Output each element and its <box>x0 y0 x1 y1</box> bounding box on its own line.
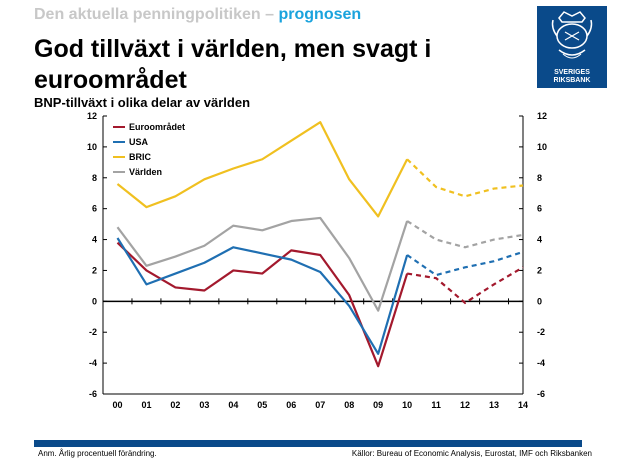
y-tick-label-right: 8 <box>537 173 542 183</box>
x-tick-label: 01 <box>141 400 151 410</box>
riksbank-logo: SVERIGES RIKSBANK <box>537 6 607 88</box>
footer-note: Anm. Årlig procentuell förändring. <box>38 449 157 458</box>
y-tick-label-left: -6 <box>89 389 97 399</box>
logo-text-line1: SVERIGES <box>554 69 590 76</box>
x-tick-label: 04 <box>228 400 238 410</box>
legend-label-usa: USA <box>129 137 149 147</box>
x-tick-label: 09 <box>373 400 383 410</box>
y-tick-label-right: 4 <box>537 235 542 245</box>
slide-title: God tillväxt i världen, men svagt i euro… <box>34 35 432 94</box>
kicker-highlight: prognosen <box>278 6 362 23</box>
x-tick-label: 05 <box>257 400 267 410</box>
y-tick-label-right: 0 <box>537 296 542 306</box>
y-tick-label-right: 2 <box>537 265 542 275</box>
y-tick-label-left: 6 <box>92 204 97 214</box>
y-tick-label-left: 0 <box>92 296 97 306</box>
chart-subtitle: BNP-tillväxt i olika delar av världen <box>34 95 251 110</box>
y-tick-label-right: 6 <box>537 204 542 214</box>
x-tick-label: 12 <box>460 400 470 410</box>
crown-emblem-icon <box>551 11 593 59</box>
x-tick-label: 06 <box>286 400 296 410</box>
x-tick-label: 07 <box>315 400 325 410</box>
x-tick-label: 02 <box>170 400 180 410</box>
y-tick-label-right: -4 <box>537 358 545 368</box>
footer-bar <box>34 440 582 447</box>
y-tick-label-left: -2 <box>89 327 97 337</box>
y-tick-label-left: 8 <box>92 173 97 183</box>
y-tick-label-left: 4 <box>92 235 97 245</box>
legend-label-world: Världen <box>129 167 162 177</box>
series-forecast-line-usa <box>406 250 524 277</box>
x-tick-label: 11 <box>431 400 441 410</box>
x-tick-label: 14 <box>518 400 528 410</box>
x-tick-label: 13 <box>489 400 499 410</box>
x-tick-label: 00 <box>112 400 122 410</box>
y-tick-label-left: 2 <box>92 265 97 275</box>
footer-source: Källor: Bureau of Economic Analysis, Eur… <box>351 449 592 458</box>
x-tick-label: 03 <box>199 400 209 410</box>
series-line-usa <box>116 237 409 355</box>
series-forecast-line-world <box>406 220 524 249</box>
y-tick-label-right: -6 <box>537 389 545 399</box>
y-tick-label-left: 12 <box>87 111 97 121</box>
y-tick-label-left: -4 <box>89 358 97 368</box>
y-tick-label-right: -2 <box>537 327 545 337</box>
y-tick-label-right: 12 <box>537 111 547 121</box>
y-tick-label-left: 10 <box>87 142 97 152</box>
series-forecast-line-euro <box>406 266 524 305</box>
kicker-label: Den aktuella penningpolitiken – <box>34 6 275 23</box>
x-tick-label: 08 <box>344 400 354 410</box>
legend-label-bric: BRIC <box>129 152 151 162</box>
y-tick-label-right: 10 <box>537 142 547 152</box>
x-tick-label: 10 <box>402 400 412 410</box>
section-kicker: Den aktuella penningpolitiken – prognose… <box>34 6 361 24</box>
legend-label-euro: Euroområdet <box>129 122 185 132</box>
series-line-bric <box>116 121 409 218</box>
series-forecast-line-bric <box>406 158 524 198</box>
series-line-euro <box>116 241 409 368</box>
series-line-world <box>116 216 409 312</box>
logo-text-line2: RIKSBANK <box>553 77 591 84</box>
